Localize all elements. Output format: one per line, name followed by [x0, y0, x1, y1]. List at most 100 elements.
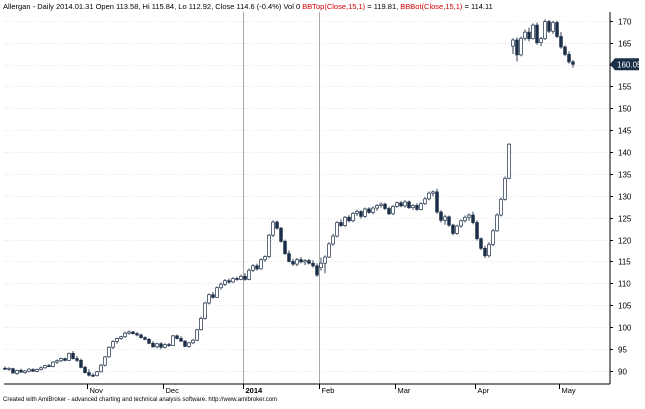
candle-body — [387, 208, 391, 215]
candle-body — [543, 21, 547, 40]
bbtop-label: BBTop(Close,15,1) — [302, 2, 366, 11]
candle-body — [351, 212, 355, 222]
x-tick-label: Feb — [322, 386, 335, 395]
x-tick-label: May — [562, 386, 576, 395]
candle-body — [555, 22, 559, 37]
y-tick-label: 145 — [618, 127, 632, 136]
candle-body — [239, 275, 243, 280]
candle-body — [11, 368, 15, 374]
candle-body — [183, 340, 187, 347]
candle-body — [207, 294, 211, 304]
candle-body — [563, 46, 567, 55]
candle-body — [323, 256, 327, 264]
candle-body — [27, 368, 31, 372]
candle-body — [547, 21, 551, 32]
candle-body — [567, 54, 571, 63]
y-tick-label: 125 — [618, 215, 632, 224]
candle-body — [403, 201, 407, 207]
candle-body — [259, 259, 263, 270]
footer-credit: Created with AmiBroker - advanced charti… — [3, 397, 278, 403]
candle-body — [163, 344, 167, 348]
candle-body — [527, 31, 531, 40]
candle-body — [571, 61, 575, 65]
candle-body — [275, 221, 279, 229]
candle-body — [375, 205, 379, 209]
candle-body — [371, 207, 375, 213]
candle-body — [367, 208, 371, 213]
candle-body — [127, 331, 131, 334]
candles — [3, 19, 575, 377]
candle-body — [267, 234, 271, 257]
candle-body — [435, 191, 439, 213]
candle-body — [467, 214, 471, 218]
candle-body — [303, 260, 307, 263]
candle-body — [175, 335, 179, 339]
x-tick-label: Apr — [478, 386, 490, 395]
candle-body — [319, 262, 323, 269]
y-tick-label: 135 — [618, 171, 632, 180]
last-value-badge — [610, 58, 639, 71]
candle-body — [219, 283, 223, 289]
candle-body — [87, 372, 91, 376]
candle-body — [515, 39, 519, 56]
x-tick-label: 2014 — [246, 386, 264, 395]
candle-body — [511, 39, 515, 47]
candle-body — [99, 364, 103, 373]
candle-body — [399, 202, 403, 207]
candle-body — [479, 238, 483, 249]
candle-body — [251, 265, 255, 271]
y-tick-label: 130 — [618, 193, 632, 202]
x-axis: Nov Dec 2014 Feb Mar Apr May — [4, 383, 610, 395]
x-tick-label: Nov — [90, 386, 104, 395]
last-value-label: 160.05 — [617, 60, 642, 69]
candle-body — [191, 339, 195, 344]
y-tick-label: 120 — [618, 237, 632, 246]
candle-body — [531, 24, 535, 40]
y-tick-label: 150 — [618, 105, 632, 114]
candle-body — [67, 353, 71, 361]
candle-body — [343, 216, 347, 226]
candle-body — [315, 265, 319, 276]
candle-body — [123, 332, 127, 338]
candle-body — [35, 369, 39, 372]
candle-body — [195, 329, 199, 341]
y-axis: 90 95 100 105 110 115 120 125 130 135 140 145 150 155… — [609, 12, 632, 384]
candle-body — [223, 280, 227, 285]
candle-body — [551, 22, 555, 32]
candle-body — [419, 203, 423, 210]
candle-body — [231, 278, 235, 283]
candle-body — [519, 37, 523, 56]
y-tick-label: 100 — [618, 324, 632, 333]
y-tick-label: 105 — [618, 302, 632, 311]
candle-body — [235, 278, 239, 280]
candle-body — [355, 211, 359, 214]
candle-body — [487, 244, 491, 257]
y-tick-label: 165 — [618, 40, 632, 49]
bbbot-label: BBBot(Close,15,1) — [400, 2, 463, 11]
candle-body — [287, 253, 291, 262]
date-separator-lines — [243, 12, 320, 384]
bbtop-value: = 119.81, — [365, 2, 401, 11]
candle-body — [503, 177, 507, 200]
candle-body — [327, 243, 331, 258]
candle-body — [407, 201, 411, 208]
candle-body — [559, 36, 563, 48]
candle-body — [363, 208, 367, 217]
candle-body — [431, 191, 435, 194]
candle-body — [23, 370, 27, 373]
candle-body — [491, 230, 495, 245]
candle-body — [463, 216, 467, 222]
candle-body — [15, 370, 19, 374]
candle-body — [295, 259, 299, 265]
candle-body — [215, 287, 219, 298]
candle-body — [103, 356, 107, 366]
y-tick-label: 90 — [618, 368, 627, 377]
candle-body — [155, 343, 159, 348]
candle-body — [507, 143, 511, 179]
candle-body — [139, 334, 143, 338]
y-tick-label: 155 — [618, 83, 632, 92]
candle-body — [447, 216, 451, 226]
candle-body — [131, 331, 135, 335]
candle-body — [307, 260, 311, 264]
